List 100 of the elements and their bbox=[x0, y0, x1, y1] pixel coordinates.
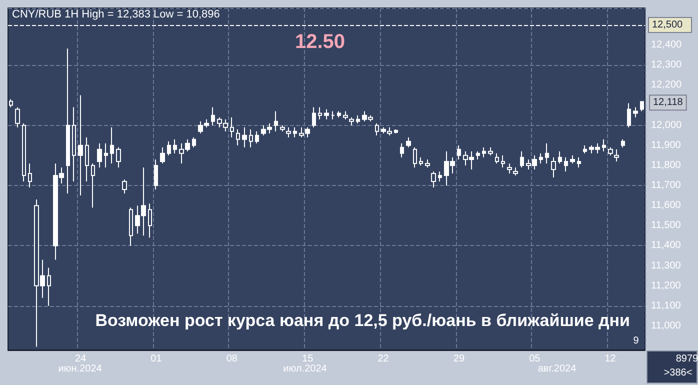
candlestick bbox=[293, 126, 297, 138]
candlestick bbox=[457, 144, 461, 160]
y-tick-label: 11,500 bbox=[651, 220, 682, 232]
x-tick-label: 05 bbox=[529, 354, 541, 364]
y-tick-label: 12,400 bbox=[651, 40, 682, 51]
annotation: 12.50 bbox=[295, 31, 346, 53]
candlestick bbox=[431, 170, 436, 188]
candlestick bbox=[15, 106, 20, 128]
candlestick bbox=[583, 144, 587, 154]
candlestick bbox=[614, 148, 619, 162]
y-tick-label: 12,000 bbox=[651, 120, 682, 131]
candlestick bbox=[419, 156, 423, 166]
y-tick-label: 12,300 bbox=[651, 60, 682, 71]
x-tick-label: 29 bbox=[453, 354, 465, 364]
candlestick bbox=[438, 170, 442, 182]
candlestick bbox=[324, 108, 329, 120]
annotation: 9 bbox=[633, 336, 640, 346]
candlestick bbox=[545, 142, 549, 164]
candlestick bbox=[230, 116, 234, 138]
candlestick bbox=[539, 152, 543, 164]
candlestick bbox=[577, 156, 581, 168]
x-tick-label: 01 bbox=[150, 354, 162, 364]
candlestick bbox=[608, 146, 613, 156]
candlestick bbox=[482, 146, 486, 158]
candlestick bbox=[255, 130, 259, 144]
text: >386< bbox=[664, 368, 692, 378]
x-tick-label: 12 bbox=[604, 354, 616, 364]
candlestick bbox=[425, 158, 430, 168]
candlestick bbox=[154, 158, 158, 190]
candlestick bbox=[47, 267, 51, 306]
candlestick bbox=[627, 102, 631, 128]
candlestick bbox=[28, 162, 32, 188]
candlestick bbox=[551, 156, 556, 178]
y-tick-label: 11,600 bbox=[651, 200, 682, 212]
candlestick bbox=[406, 136, 411, 148]
candlestick bbox=[72, 106, 76, 182]
candlestick bbox=[242, 126, 247, 148]
y-tick-label: 11,900 bbox=[651, 140, 682, 151]
candlestick bbox=[160, 146, 165, 164]
y-tick-label: 11,700 bbox=[651, 180, 682, 192]
y-tick-label: 11,800 bbox=[651, 160, 682, 171]
candlestick bbox=[148, 203, 152, 238]
x-tick-label: 22 bbox=[378, 354, 390, 364]
y-tick-label: 11,200 bbox=[651, 280, 682, 292]
candlestick bbox=[564, 156, 568, 172]
candlestick bbox=[236, 128, 240, 146]
candlestick bbox=[211, 106, 215, 126]
candlestick bbox=[173, 138, 177, 154]
candlestick bbox=[116, 146, 121, 168]
candlestick bbox=[331, 110, 335, 120]
y-tick-label: 11,400 bbox=[651, 240, 682, 252]
candlestick bbox=[343, 110, 348, 120]
candlestick bbox=[78, 94, 83, 196]
text: июн.2024 bbox=[58, 364, 102, 374]
candlestick bbox=[129, 207, 133, 246]
candlestick bbox=[349, 116, 354, 126]
candlestick bbox=[249, 128, 253, 148]
candlestick bbox=[286, 126, 291, 138]
candlestick bbox=[97, 142, 102, 168]
candlestick bbox=[513, 166, 518, 176]
candlestick bbox=[110, 126, 114, 164]
candlestick bbox=[413, 146, 417, 168]
candlestick bbox=[356, 114, 360, 124]
candlestick bbox=[621, 138, 625, 148]
candlestick bbox=[375, 122, 379, 136]
candlestick bbox=[520, 150, 524, 168]
candlestick bbox=[122, 179, 127, 194]
candlestick bbox=[85, 136, 89, 182]
candlestick bbox=[570, 154, 575, 164]
ref-line-label: 12,500 bbox=[652, 20, 684, 31]
candlestick bbox=[495, 152, 499, 164]
candlestick bbox=[167, 140, 171, 156]
candlestick bbox=[602, 138, 606, 152]
candlestick bbox=[66, 48, 70, 194]
candlestick bbox=[318, 106, 322, 120]
candlestick bbox=[280, 124, 285, 132]
candlestick bbox=[274, 110, 278, 132]
candlestick bbox=[476, 150, 480, 160]
annotation: Возможен рост курса юаня до 12,5 руб./юань в ближайшие дни bbox=[95, 311, 630, 330]
text: июл.2024 bbox=[283, 364, 328, 374]
text: авг.2024 bbox=[538, 364, 577, 374]
x-tick-label: 08 bbox=[226, 354, 238, 364]
candlestick bbox=[312, 106, 316, 128]
y-tick-label: 11,100 bbox=[651, 300, 682, 312]
candlestick bbox=[104, 142, 108, 168]
candlestick bbox=[22, 122, 26, 182]
text: 12,118 bbox=[653, 97, 684, 108]
candlestick bbox=[501, 154, 505, 168]
chart-title: CNY/RUB 1H High = 12,383 Low = 10,896 bbox=[12, 8, 220, 20]
candlestick bbox=[633, 106, 638, 118]
candlestick bbox=[640, 100, 644, 112]
x-tick-label: 24 bbox=[74, 354, 87, 364]
candlestick bbox=[507, 162, 512, 174]
text: 8979 bbox=[676, 354, 698, 364]
y-tick-label: 11,300 bbox=[651, 260, 682, 272]
candlestick bbox=[192, 136, 196, 148]
x-tick-label: 15 bbox=[302, 354, 314, 364]
candlestick bbox=[337, 110, 341, 118]
candlestick bbox=[394, 128, 398, 134]
candlestick bbox=[558, 150, 562, 164]
